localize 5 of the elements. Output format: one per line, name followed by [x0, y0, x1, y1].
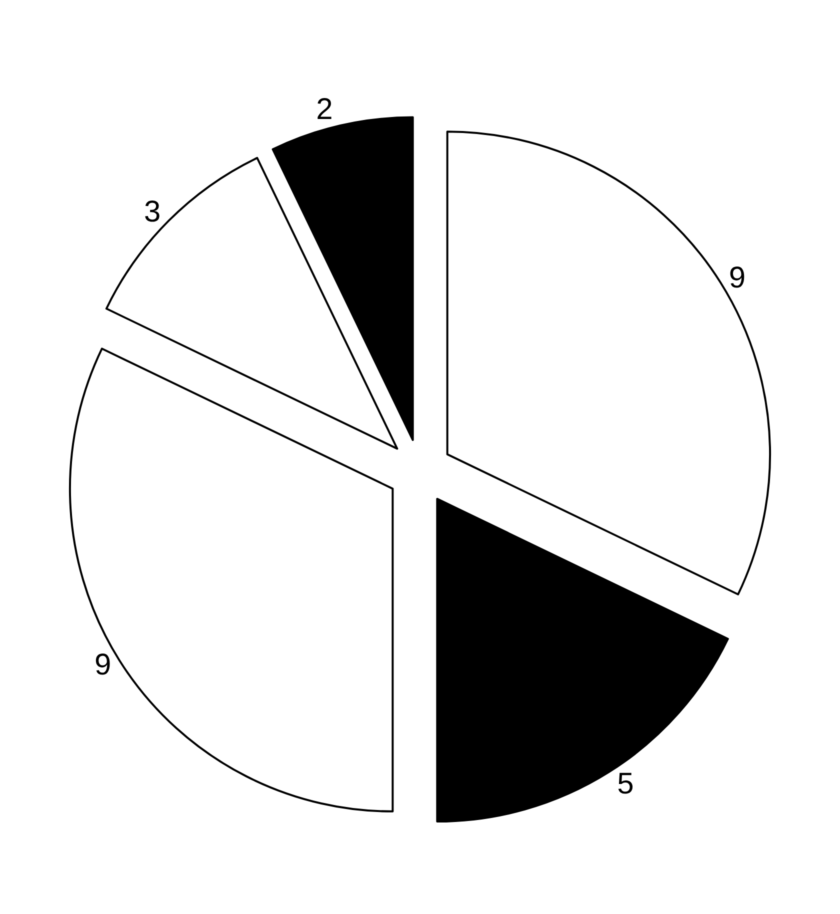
- data-label: 3: [144, 196, 161, 229]
- data-label: 5: [617, 767, 634, 800]
- data-label: 2: [316, 93, 333, 126]
- data-label: 9: [728, 261, 746, 294]
- data-label: 9: [94, 648, 112, 682]
